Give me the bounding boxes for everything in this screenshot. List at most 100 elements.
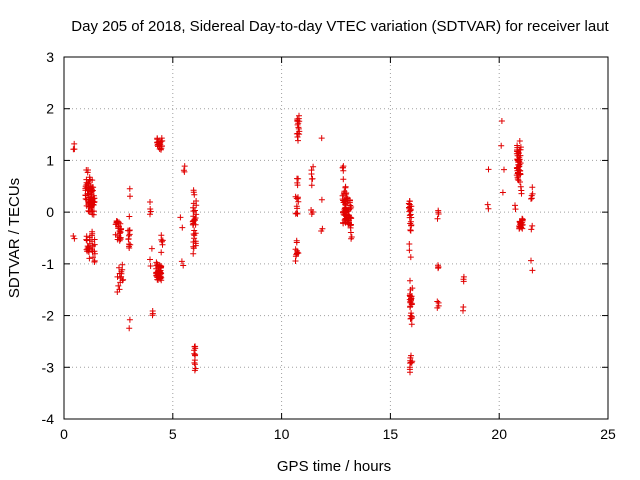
- data-point: [295, 175, 302, 182]
- data-point: [126, 316, 133, 323]
- x-axis-label: GPS time / hours: [277, 458, 391, 475]
- data-point: [512, 202, 518, 209]
- data-point: [178, 258, 185, 265]
- data-point: [126, 213, 133, 220]
- data-point: [435, 262, 441, 269]
- data-point: [114, 273, 121, 280]
- data-point: [190, 200, 197, 207]
- data-point: [517, 183, 524, 190]
- data-point: [407, 293, 414, 300]
- data-point: [460, 304, 467, 310]
- data-point: [407, 299, 414, 306]
- data-point: [180, 167, 187, 174]
- data-point: [296, 118, 303, 125]
- data-point: [434, 215, 441, 222]
- data-point: [89, 242, 96, 249]
- data-point: [318, 196, 325, 203]
- data-point: [191, 227, 198, 234]
- data-point: [155, 264, 162, 270]
- x-tick-label: 10: [274, 426, 290, 442]
- data-point: [71, 140, 78, 147]
- data-point: [86, 255, 93, 262]
- data-point: [406, 198, 413, 205]
- data-point: [485, 205, 492, 212]
- data-point: [406, 241, 413, 247]
- data-point: [308, 167, 315, 174]
- data-point: [515, 171, 522, 178]
- data-point: [91, 259, 98, 265]
- data-point: [308, 182, 315, 189]
- data-point: [125, 235, 132, 242]
- data-point: [71, 235, 78, 242]
- data-point: [342, 183, 349, 190]
- data-point: [192, 351, 199, 358]
- data-point: [292, 210, 299, 217]
- data-point: [147, 199, 153, 205]
- data-point: [190, 250, 197, 257]
- data-point: [91, 195, 98, 202]
- data-point: [294, 182, 301, 189]
- y-tick-label: -4: [42, 411, 55, 427]
- data-point: [434, 298, 441, 305]
- x-tick-label: 0: [60, 426, 68, 442]
- data-point: [514, 144, 521, 151]
- data-point: [407, 354, 414, 361]
- data-point: [190, 189, 197, 196]
- data-point: [498, 142, 505, 149]
- data-point: [83, 236, 90, 243]
- data-point: [191, 235, 198, 242]
- data-point: [308, 207, 315, 213]
- data-point: [177, 214, 184, 221]
- data-point: [158, 249, 165, 256]
- data-point: [407, 286, 414, 293]
- data-point: [154, 136, 161, 143]
- data-point: [484, 201, 491, 208]
- x-tick-labels: 0 5 10 15 20 25: [60, 426, 616, 442]
- data-point: [90, 254, 96, 261]
- data-point: [346, 199, 353, 206]
- data-point: [408, 321, 415, 328]
- data-point: [117, 275, 124, 282]
- data-point: [319, 225, 326, 232]
- data-point: [158, 135, 165, 142]
- data-point: [153, 269, 160, 276]
- data-point: [340, 191, 347, 198]
- data-point: [158, 232, 165, 239]
- data-point: [179, 224, 186, 231]
- data-point: [528, 192, 535, 199]
- data-point: [147, 206, 154, 212]
- data-point: [407, 227, 414, 234]
- data-point: [435, 209, 442, 216]
- data-point: [519, 217, 526, 224]
- y-tick-label: -2: [42, 308, 55, 324]
- data-point: [292, 253, 299, 260]
- data-point: [342, 198, 349, 205]
- data-point: [408, 310, 415, 317]
- data-point: [295, 194, 301, 201]
- data-point: [516, 163, 523, 170]
- data-point: [147, 256, 153, 263]
- y-tick-labels: -4 -3 -2 -1 0 1 2 3: [42, 49, 55, 427]
- y-axis-label: SDTVAR / TECUs: [6, 178, 23, 298]
- data-point: [529, 267, 536, 274]
- data-point: [344, 218, 351, 225]
- data-point: [514, 152, 521, 159]
- data-point: [514, 164, 521, 171]
- data-point: [88, 232, 95, 239]
- data-point: [517, 179, 523, 185]
- data-point: [116, 264, 122, 271]
- data-point: [529, 184, 536, 191]
- data-point: [517, 146, 524, 153]
- data-point: [70, 233, 77, 239]
- data-point: [191, 359, 198, 366]
- data-point: [408, 313, 415, 320]
- data-point: [116, 234, 123, 241]
- data-point: [318, 135, 325, 142]
- data-point: [189, 218, 196, 225]
- x-tick-label: 25: [600, 426, 616, 442]
- data-point: [435, 299, 442, 306]
- data-point: [460, 273, 467, 280]
- data-point: [89, 238, 95, 245]
- data-point: [181, 163, 188, 170]
